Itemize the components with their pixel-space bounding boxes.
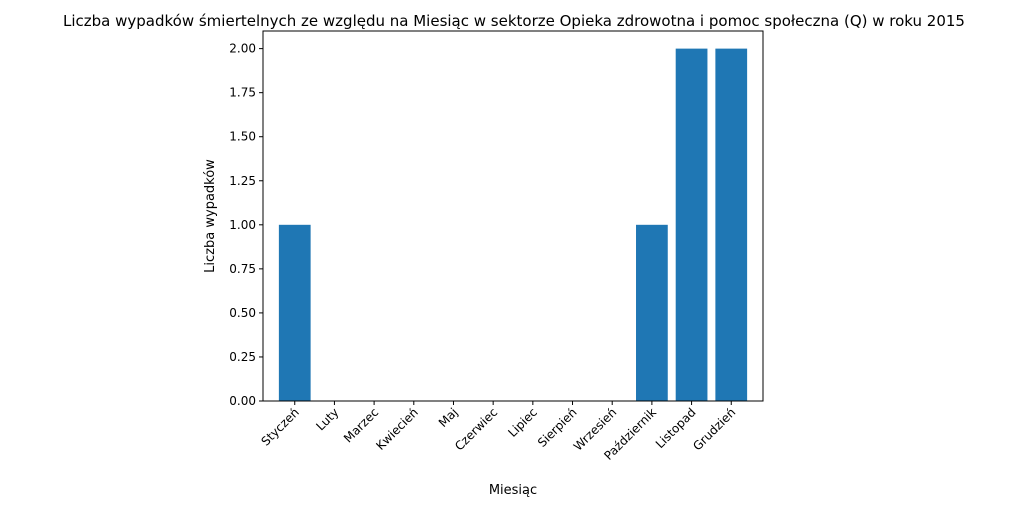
y-tick-label: 1.50 [229,130,256,144]
x-tick-label: Maj [436,405,461,430]
x-tick-label: Marzec [341,405,381,445]
x-tick-label: Luty [313,405,341,433]
bar [715,48,748,401]
x-tick-label: Lipiec [505,405,540,440]
y-tick-label: 1.00 [229,218,256,232]
bar [636,224,668,401]
chart-title: Liczba wypadków śmiertelnych ze względu … [63,12,965,30]
y-tick-label: 1.75 [229,86,256,100]
x-tick-label: Kwiecień [373,405,421,453]
axes-frame [262,30,764,402]
x-axis-label: Miesiąc [489,483,537,498]
y-tick-label: 2.00 [229,42,256,56]
y-tick-label: 1.25 [229,174,256,188]
y-tick-label: 0.25 [229,350,256,364]
y-tick-label: 0.75 [229,262,256,276]
plot-area: 0.00 0.25 0.50 0.75 1.00 1.25 1.50 1.75 2.00 Styc… [229,30,764,463]
y-axis-label: Liczba wypadków [203,159,218,273]
y-tick-label: 0.50 [229,306,256,320]
bar [675,48,708,401]
bar [278,224,311,401]
x-tick-label: Czerwiec [452,405,500,453]
y-tick-label: 0.00 [229,394,256,408]
x-tick-label: Grudzień [690,405,738,453]
x-tick-label: Styczeń [259,405,302,448]
